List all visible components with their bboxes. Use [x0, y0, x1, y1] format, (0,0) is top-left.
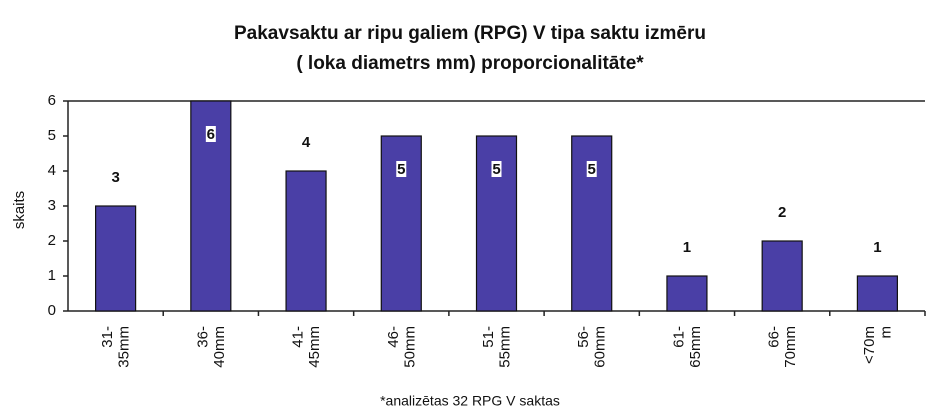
y-axis-label: skaits — [11, 191, 28, 229]
y-tick-label: 6 — [48, 92, 56, 109]
x-tick-label-line: m — [877, 326, 894, 339]
y-tick-label: 5 — [48, 127, 56, 144]
footnote: *analizētas 32 RPG V saktas — [380, 393, 560, 409]
bar — [666, 275, 708, 312]
label-box — [205, 126, 216, 142]
x-tick-label: 31-35mm — [99, 326, 133, 368]
data-label: 5 — [492, 161, 500, 178]
x-tick-label: 61-65mm — [670, 326, 704, 368]
label-box — [396, 161, 407, 177]
x-tick-label-line: <70m — [861, 326, 878, 364]
data-label: 1 — [873, 239, 881, 256]
x-tick-label-line: 55mm — [496, 326, 513, 368]
label-box — [586, 161, 597, 177]
x-tick-label: 41-45mm — [290, 326, 324, 368]
x-tick-label-line: 56- — [575, 326, 592, 348]
y-tick-label: 0 — [48, 302, 56, 319]
x-tick-label-line: 40mm — [211, 326, 228, 368]
data-label: 4 — [302, 134, 311, 151]
label-box — [491, 161, 502, 177]
x-tick-label-line: 41- — [290, 326, 307, 348]
x-tick-label: <70mm — [861, 326, 895, 364]
x-tick-label-line: 51- — [480, 326, 497, 348]
bar — [285, 170, 327, 312]
x-tick-label-line: 60mm — [592, 326, 609, 368]
x-tick-label: 46-50mm — [385, 326, 419, 368]
x-tick-label-line: 65mm — [687, 326, 704, 368]
x-tick-label: 51-55mm — [480, 326, 514, 368]
data-label: 2 — [778, 204, 786, 221]
x-tick-label-line: 35mm — [116, 326, 133, 368]
x-tick-label-line: 31- — [99, 326, 116, 348]
x-tick-label-line: 45mm — [306, 326, 323, 368]
bar — [380, 135, 422, 312]
data-label: 5 — [588, 161, 596, 178]
bar — [761, 240, 803, 312]
x-tick-label-line: 70mm — [782, 326, 799, 368]
y-tick-label: 2 — [48, 232, 56, 249]
x-tick-label: 36-40mm — [194, 326, 228, 368]
chart-title: ( loka diametrs mm) proporcionalitāte* — [296, 53, 644, 74]
data-label: 3 — [111, 169, 119, 186]
data-label: 5 — [397, 161, 405, 178]
x-tick-label: 56-60mm — [575, 326, 609, 368]
bar — [856, 275, 898, 312]
x-tick-label-line: 61- — [670, 326, 687, 348]
x-tick-label: 66-70mm — [766, 326, 800, 368]
x-tick-label-line: 46- — [385, 326, 402, 348]
x-tick-label-line: 36- — [194, 326, 211, 348]
x-tick-label-line: 50mm — [401, 326, 418, 368]
y-tick-label: 1 — [48, 267, 56, 284]
y-tick-label: 3 — [48, 197, 56, 214]
y-tick-label: 4 — [48, 162, 56, 179]
data-label: 6 — [207, 126, 215, 143]
data-label: 1 — [683, 239, 691, 256]
chart-title: Pakavsaktu ar ripu galiem (RPG) V tipa s… — [234, 23, 706, 44]
bar — [95, 205, 137, 312]
x-tick-label-line: 66- — [766, 326, 783, 348]
